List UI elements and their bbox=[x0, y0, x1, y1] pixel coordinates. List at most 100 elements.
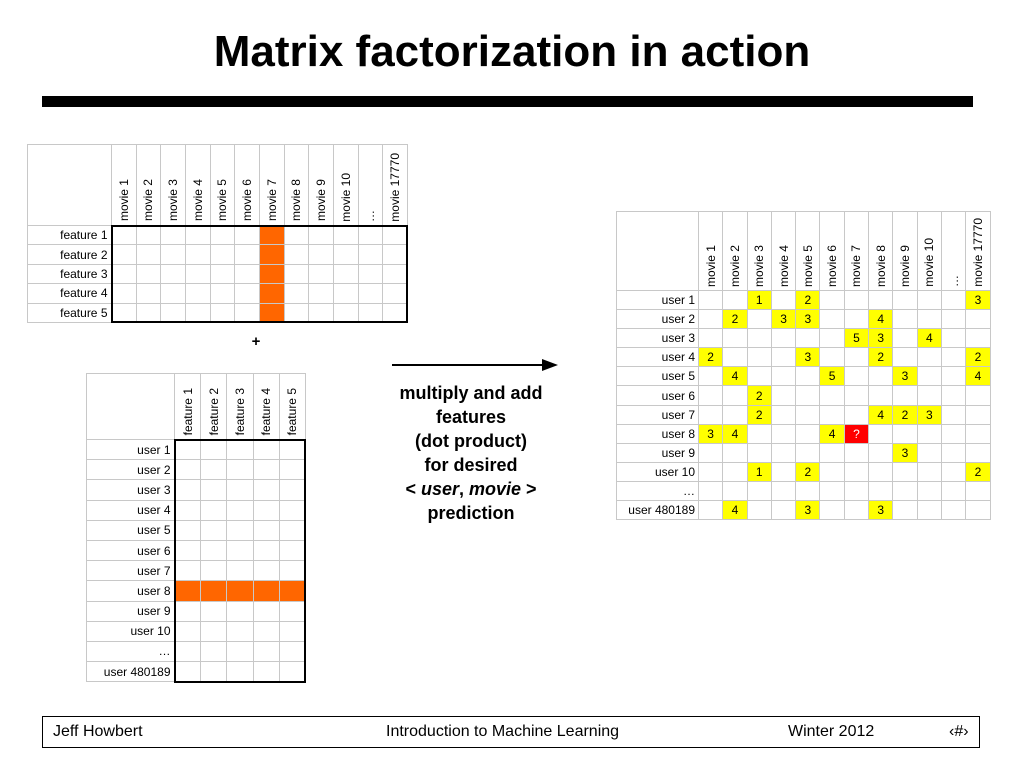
column-header: feature 2 bbox=[200, 373, 228, 440]
empty-cell bbox=[819, 385, 845, 406]
column-header-label: movie 6 bbox=[240, 179, 255, 222]
column-header-label: feature 1 bbox=[180, 388, 195, 436]
matrix-row: feature 1 bbox=[27, 224, 409, 246]
row-header: user 5 bbox=[86, 519, 175, 541]
row-header: user 6 bbox=[616, 385, 699, 406]
empty-cell bbox=[965, 442, 991, 463]
row-header: user 2 bbox=[86, 459, 175, 481]
rating-cell: 2 bbox=[746, 385, 772, 406]
column-header: movie 8 bbox=[868, 211, 894, 291]
operation-caption: multiply and add features (dot product) … bbox=[386, 381, 556, 525]
empty-cell bbox=[892, 289, 918, 311]
column-header: feature 3 bbox=[226, 373, 254, 440]
rating-cell: 2 bbox=[746, 404, 772, 425]
caption-comma: , bbox=[458, 479, 469, 499]
empty-cell bbox=[940, 461, 967, 482]
empty-cell bbox=[770, 423, 797, 444]
rating-cell: 2 bbox=[868, 347, 894, 368]
row-header: user 7 bbox=[86, 560, 175, 582]
empty-cell bbox=[868, 423, 894, 444]
row-header: feature 3 bbox=[27, 263, 112, 285]
rating-cell: 2 bbox=[795, 289, 821, 311]
empty-cell bbox=[965, 500, 991, 521]
empty-cell bbox=[940, 328, 967, 349]
matrix-cell bbox=[332, 263, 359, 285]
movie-feature-matrix: movie 1 movie 2 movie 3 movie 4 movie 5 movie… bbox=[27, 144, 409, 324]
empty-cell bbox=[746, 366, 772, 387]
row-header: user 4 bbox=[86, 499, 175, 521]
matrix-corner bbox=[616, 211, 699, 291]
matrix-cell bbox=[173, 661, 202, 683]
matrix-cell bbox=[184, 224, 211, 246]
matrix-row: user 2 bbox=[86, 459, 307, 481]
empty-cell bbox=[892, 309, 918, 330]
empty-cell bbox=[916, 480, 942, 502]
empty-cell bbox=[770, 404, 797, 425]
empty-cell bbox=[843, 289, 870, 311]
empty-cell bbox=[746, 442, 772, 463]
matrix-row: user 1 1 2 3 bbox=[616, 289, 991, 311]
rating-cell: 1 bbox=[746, 461, 772, 482]
matrix-cell bbox=[283, 263, 310, 285]
matrix-row: user 10 1 2 2 bbox=[616, 461, 991, 482]
empty-cell bbox=[868, 366, 894, 387]
caption-line-3: (dot product) bbox=[415, 431, 527, 451]
matrix-cell bbox=[226, 580, 254, 602]
empty-cell bbox=[965, 309, 991, 330]
matrix-cell bbox=[160, 224, 186, 246]
column-header: movie 3 bbox=[160, 144, 186, 226]
matrix-cell bbox=[200, 438, 228, 461]
title-underline-bar bbox=[42, 96, 973, 107]
empty-cell bbox=[770, 385, 797, 406]
rating-cell: 3 bbox=[868, 500, 894, 521]
matrix-cell bbox=[357, 263, 384, 285]
matrix-row: user 9 3 bbox=[616, 442, 991, 463]
empty-cell bbox=[940, 500, 967, 521]
column-header: movie 7 bbox=[258, 144, 285, 226]
empty-cell bbox=[746, 423, 772, 444]
empty-cell bbox=[892, 328, 918, 349]
row-header: user 9 bbox=[616, 442, 699, 463]
matrix-cell bbox=[110, 263, 137, 285]
matrix-cell bbox=[278, 499, 307, 521]
matrix-cell bbox=[226, 438, 254, 461]
matrix-cell bbox=[382, 224, 409, 246]
matrix-row: feature 4 bbox=[27, 283, 409, 304]
matrix-cell bbox=[200, 560, 228, 582]
column-header-label: movie 1 bbox=[116, 179, 131, 222]
rating-cell: 4 bbox=[868, 309, 894, 330]
empty-cell bbox=[892, 500, 918, 521]
empty-cell bbox=[819, 309, 845, 330]
matrix-corner bbox=[86, 373, 175, 440]
ratings-matrix: movie 1 movie 2 movie 3 movie 4 movie 5 movie… bbox=[616, 211, 991, 521]
column-header: feature 5 bbox=[278, 373, 306, 440]
matrix-cell bbox=[252, 560, 280, 582]
row-header: feature 1 bbox=[27, 224, 112, 246]
empty-cell bbox=[795, 328, 821, 349]
matrix-cell bbox=[252, 620, 280, 642]
matrix-cell bbox=[332, 224, 359, 246]
column-header-label: movie 2 bbox=[727, 244, 742, 287]
empty-cell bbox=[697, 480, 724, 502]
matrix-cell bbox=[252, 519, 280, 541]
empty-cell bbox=[843, 309, 870, 330]
column-header: feature 4 bbox=[252, 373, 280, 440]
matrix-cell bbox=[173, 600, 202, 622]
column-header-label: movie 5 bbox=[800, 244, 815, 287]
matrix-cell bbox=[258, 283, 285, 304]
empty-cell bbox=[746, 347, 772, 368]
empty-cell bbox=[770, 366, 797, 387]
caption-open-bracket: < bbox=[405, 479, 421, 499]
matrix-cell bbox=[226, 620, 254, 642]
matrix-cell bbox=[160, 244, 186, 265]
matrix-cell bbox=[234, 244, 260, 265]
matrix-cell bbox=[382, 283, 409, 304]
empty-cell bbox=[940, 347, 967, 368]
matrix-cell bbox=[200, 519, 228, 541]
matrix-cell bbox=[173, 459, 202, 481]
right-arrow-icon bbox=[392, 359, 558, 371]
column-header: … bbox=[940, 211, 967, 291]
matrix-cell bbox=[135, 224, 162, 246]
matrix-cell bbox=[226, 539, 254, 562]
